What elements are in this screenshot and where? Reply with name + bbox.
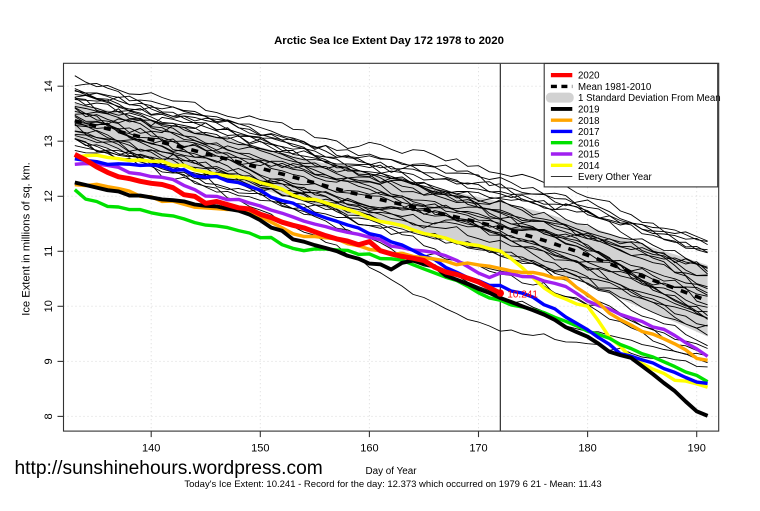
svg-text:10: 10: [43, 300, 55, 312]
svg-text:2014: 2014: [578, 161, 600, 172]
svg-text:12: 12: [43, 190, 55, 202]
svg-text:2019: 2019: [578, 105, 600, 116]
svg-text:190: 190: [688, 443, 706, 455]
svg-text:150: 150: [251, 443, 269, 455]
svg-text:140: 140: [142, 443, 160, 455]
svg-text:http://sunshinehours.wordpress: http://sunshinehours.wordpress.com: [15, 458, 323, 479]
svg-text:2017: 2017: [578, 127, 600, 138]
svg-text:Every Other Year: Every Other Year: [578, 172, 653, 183]
svg-text:Ice Extent in millions of sq.: Ice Extent in millions of sq. km.: [21, 162, 33, 316]
svg-text:2018: 2018: [578, 116, 600, 127]
svg-text:160: 160: [360, 443, 378, 455]
svg-text:9: 9: [43, 358, 55, 364]
svg-text:Day of Year: Day of Year: [365, 466, 417, 477]
svg-text:10.241: 10.241: [507, 290, 538, 301]
svg-text:1 Standard Deviation From Mean: 1 Standard Deviation From Mean: [578, 93, 721, 104]
svg-text:11: 11: [43, 246, 55, 257]
svg-text:2016: 2016: [578, 138, 600, 149]
svg-text:8: 8: [43, 413, 55, 419]
svg-text:2015: 2015: [578, 150, 600, 161]
svg-text:2020: 2020: [578, 71, 600, 82]
svg-text:170: 170: [469, 443, 487, 455]
svg-text:Today's Ice Extent: 10.241 -: Today's Ice Extent: 10.241 - Record for …: [184, 479, 601, 490]
svg-text:Mean 1981-2010: Mean 1981-2010: [578, 82, 652, 93]
svg-text:180: 180: [578, 443, 596, 455]
svg-text:Arctic Sea Ice Extent Day 172: Arctic Sea Ice Extent Day 172 1978 to 20…: [274, 35, 504, 47]
svg-text:13: 13: [43, 135, 55, 147]
svg-text:14: 14: [43, 80, 55, 92]
